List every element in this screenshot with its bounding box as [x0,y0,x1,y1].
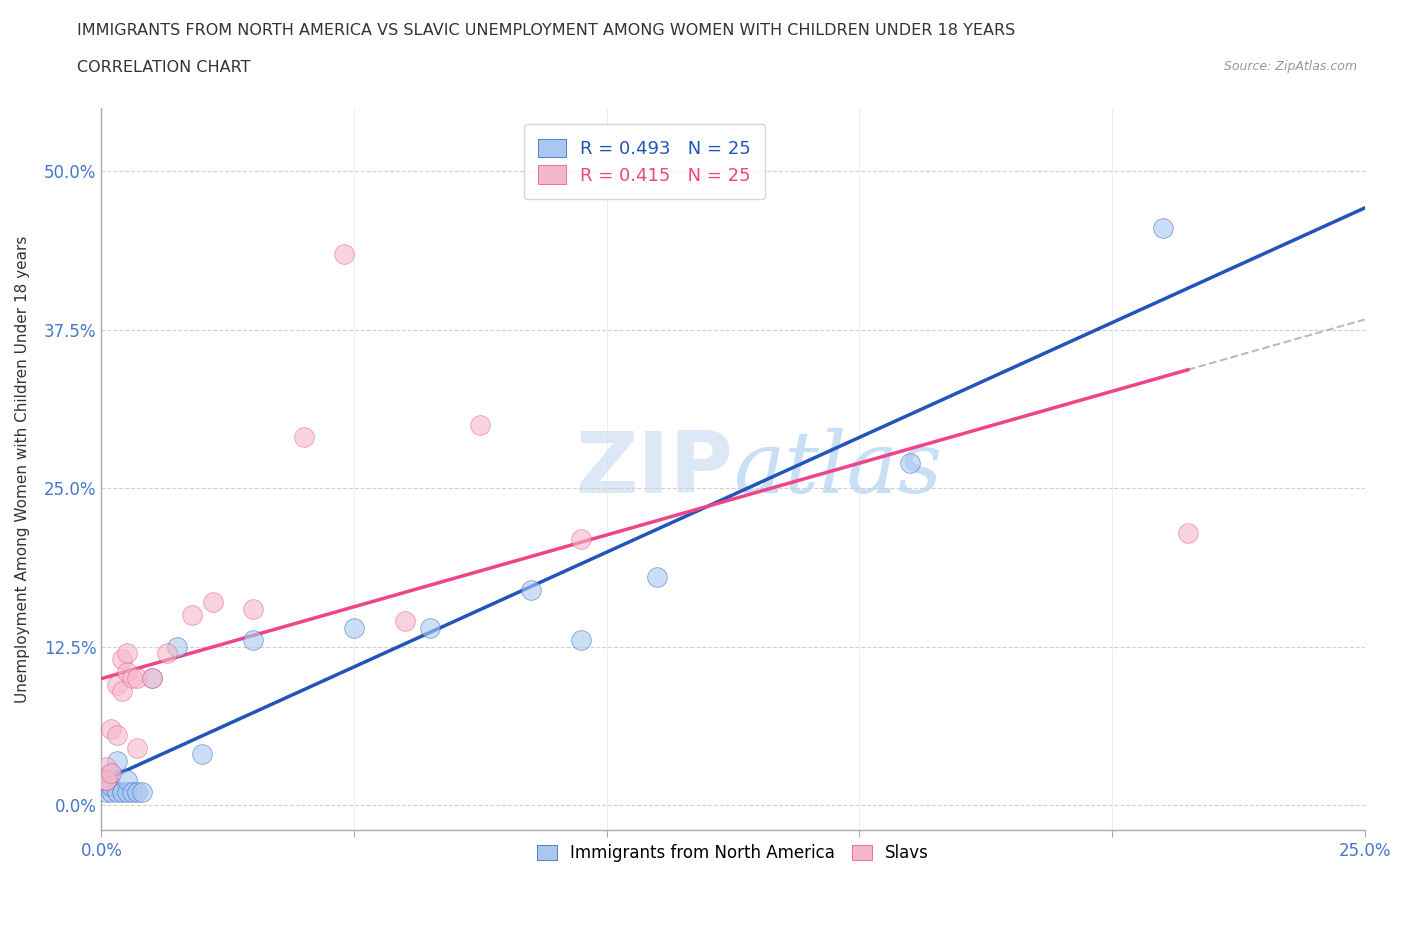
Point [125,785,148,800]
Point [105,785,128,800]
Point [141,671,163,685]
Point [100,785,122,800]
Point [96,772,118,787]
Point [121,671,143,685]
Point [520,582,543,597]
Y-axis label: Unemployment Among Women with Children Under 18 years: Unemployment Among Women with Children U… [15,235,30,703]
Point [201,595,224,610]
Legend: Immigrants from North America, Slavs: Immigrants from North America, Slavs [530,838,936,869]
Point [100,722,122,737]
Point [96,760,118,775]
Point [110,684,132,698]
Point [470,418,492,432]
Point [110,652,132,667]
Point [166,639,188,654]
Text: atlas: atlas [733,428,942,511]
Point [343,620,366,635]
Point [115,664,138,679]
Point [191,747,214,762]
Point [96,772,118,787]
Point [156,645,179,660]
Point [419,620,441,635]
Point [105,753,128,768]
Text: CORRELATION CHART: CORRELATION CHART [77,60,250,75]
Point [131,785,153,800]
Point [571,632,593,647]
Point [110,785,132,800]
Point [115,785,138,800]
Point [100,765,122,780]
Point [242,601,264,616]
Text: Source: ZipAtlas.com: Source: ZipAtlas.com [1223,60,1357,73]
Point [115,645,138,660]
Point [571,531,593,546]
Point [181,607,204,622]
Point [100,765,122,780]
Point [100,778,122,793]
Text: ZIP: ZIP [575,428,733,511]
Point [292,430,315,445]
Point [96,778,118,793]
Point [105,677,128,692]
Point [105,728,128,743]
Point [96,772,118,787]
Point [898,456,921,471]
Text: IMMIGRANTS FROM NORTH AMERICA VS SLAVIC UNEMPLOYMENT AMONG WOMEN WITH CHILDREN U: IMMIGRANTS FROM NORTH AMERICA VS SLAVIC … [77,23,1015,38]
Point [1177,525,1199,540]
Point [115,772,138,787]
Point [394,614,416,629]
Point [1152,221,1174,236]
Point [125,671,148,685]
Point [333,246,356,261]
Point [125,740,148,755]
Point [242,632,264,647]
Point [141,671,163,685]
Point [96,785,118,800]
Point [121,785,143,800]
Point [645,569,668,584]
